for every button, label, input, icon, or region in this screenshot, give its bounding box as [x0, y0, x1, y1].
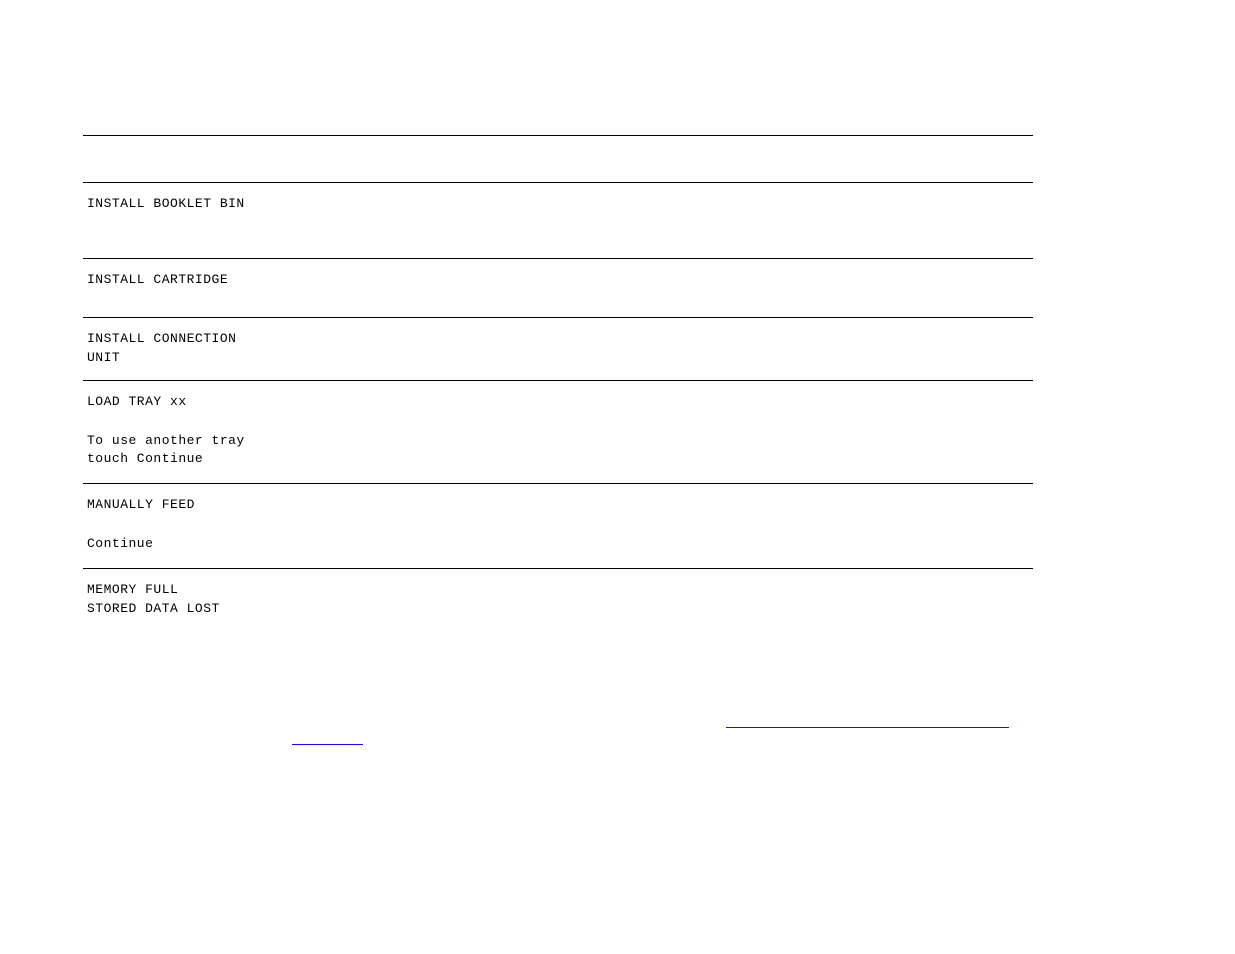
msg-load-tray-1: LOAD TRAY xx [87, 393, 1029, 412]
msg-install-cartridge: INSTALL CARTRIDGE [87, 271, 1029, 290]
msg-load-tray-3: To use another tray [87, 432, 1029, 451]
blank-line [87, 412, 1029, 432]
msg-install-connection-2: UNIT [87, 349, 1029, 368]
table-row: LOAD TRAY xx To use another tray touch C… [83, 381, 1033, 484]
link-underline-left [292, 744, 363, 745]
link-underline-right [726, 727, 1009, 728]
table-row: MANUALLY FEED Continue [83, 484, 1033, 568]
msg-install-connection-1: INSTALL CONNECTION [87, 330, 1029, 349]
msg-memory-full-1: MEMORY FULL [87, 581, 1029, 600]
msg-manually-feed-3: Continue [87, 535, 1029, 554]
msg-manually-feed-1: MANUALLY FEED [87, 496, 1029, 515]
msg-memory-full-2: STORED DATA LOST [87, 600, 1029, 619]
table-row: MEMORY FULL STORED DATA LOST [83, 569, 1033, 631]
table-row: INSTALL BOOKLET BIN [83, 183, 1033, 258]
msg-load-tray-4: touch Continue [87, 450, 1029, 469]
table-row: INSTALL CARTRIDGE [83, 259, 1033, 317]
message-table: INSTALL BOOKLET BIN INSTALL CARTRIDGE IN… [83, 135, 1033, 631]
msg-install-booklet: INSTALL BOOKLET BIN [87, 195, 1029, 214]
table-row: INSTALL CONNECTION UNIT [83, 318, 1033, 380]
header-spacer [83, 136, 1033, 182]
blank-line [87, 515, 1029, 535]
